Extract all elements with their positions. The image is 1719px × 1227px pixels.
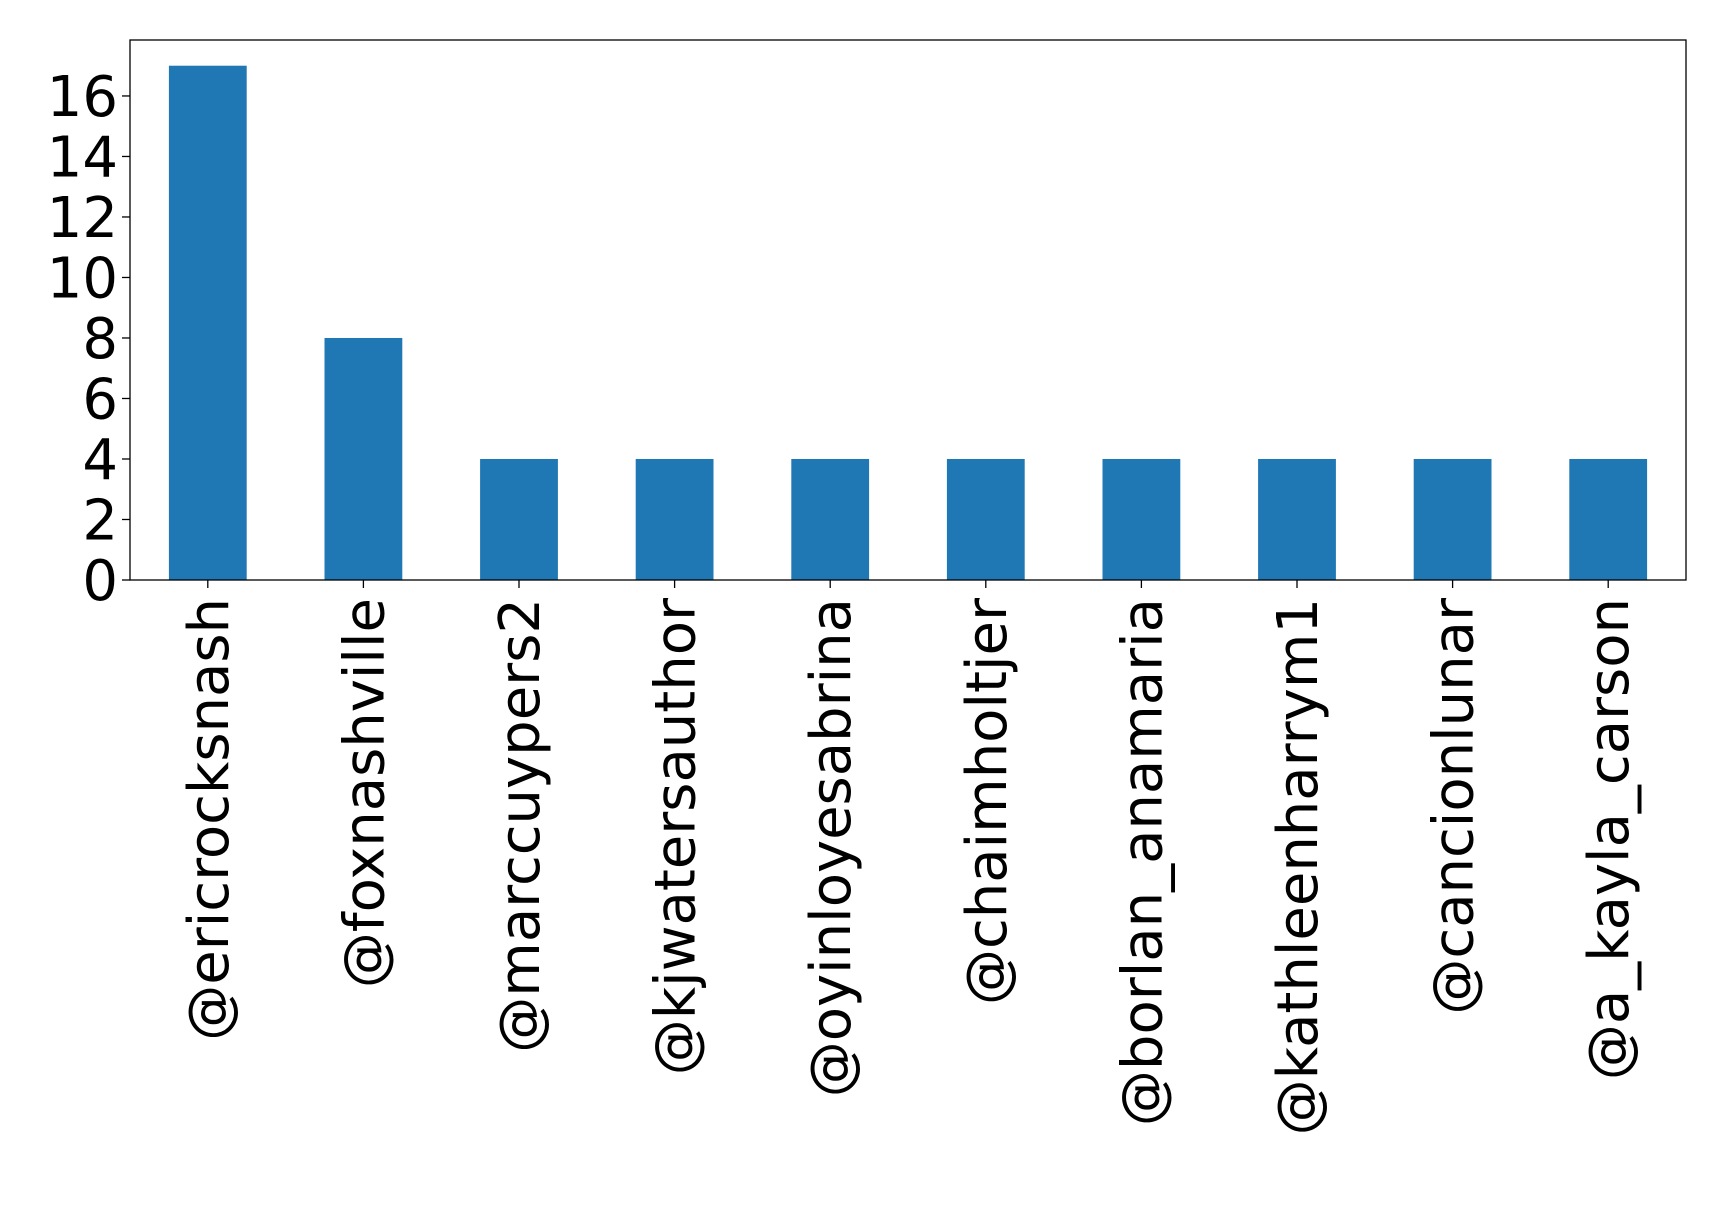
x-axis: @ericrocksnash @foxnashville @marccuypers2… [177, 580, 1642, 1135]
y-tick-label: 2 [82, 488, 118, 553]
bar-chaimholtjer [946, 458, 1025, 580]
y-tick-label: 8 [82, 307, 118, 372]
x-tick-label: @borlan_anamaria [1110, 598, 1175, 1126]
x-tick-label: @marccuypers2 [488, 598, 553, 1053]
bars-layer [168, 65, 1648, 580]
bar-oyinloyesabrina [791, 458, 870, 580]
y-tick-label: 0 [82, 549, 118, 614]
plot-frame [129, 39, 1687, 581]
y-tick-label: 6 [82, 367, 118, 432]
x-tick-label: @kathleenharrym1 [1266, 598, 1331, 1135]
x-tick-label: @kjwatersauthor [644, 597, 709, 1075]
bar-cancionlunar [1413, 458, 1492, 580]
y-tick-label: 4 [82, 428, 118, 493]
x-tick-label: @chaimholtjer [955, 597, 1020, 1005]
bar-kathleenharrym1 [1258, 458, 1336, 580]
y-tick-label: 10 [47, 246, 118, 311]
bar-ericrocksnash [168, 65, 247, 580]
bar-a-kayla-carson [1569, 458, 1648, 580]
x-tick-label: @ericrocksnash [177, 598, 242, 1041]
bar-marccuypers2 [480, 458, 558, 580]
bar-foxnashville [324, 337, 403, 580]
x-tick-label: @a_kayla_carson [1577, 598, 1642, 1080]
x-tick-label: @cancionlunar [1422, 597, 1487, 1015]
y-tick-label: 14 [47, 125, 118, 190]
bar-kjwatersauthor [635, 458, 714, 580]
y-tick-label: 16 [47, 65, 118, 130]
bar-borlan-anamaria [1102, 458, 1181, 580]
y-tick-label: 12 [47, 186, 118, 251]
x-tick-label: @foxnashville [332, 598, 397, 988]
x-tick-label: @oyinloyesabrina [799, 598, 864, 1097]
